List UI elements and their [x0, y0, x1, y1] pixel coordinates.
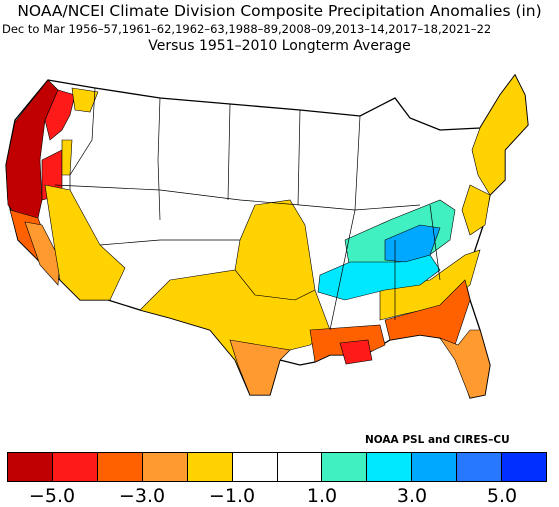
precipitation-anomaly-map: [5, 73, 529, 399]
colorbar-tick-label: 3.0: [396, 485, 428, 507]
region-southeast-interior: [379, 249, 481, 321]
region-appalachians: [384, 224, 441, 263]
region-oregon-east: [61, 139, 73, 176]
colorbar-bin: [52, 453, 98, 481]
region-florida: [439, 329, 491, 399]
colorbar-bin: [412, 453, 458, 481]
colorbar-bin: [187, 453, 233, 481]
colorbar-tick-label: 1.0: [306, 485, 338, 507]
region-great-basin-southwest: [44, 184, 126, 301]
colorbar-tick-label: −3.0: [118, 485, 166, 507]
colorbar-bin: [232, 453, 278, 481]
colorbar-bin: [8, 453, 53, 481]
colorbar: [7, 452, 547, 482]
colorbar-tick-label: −5.0: [28, 485, 76, 507]
colorbar-bin: [457, 453, 503, 481]
map-baseline: Versus 1951–2010 Longterm Average: [148, 38, 411, 54]
region-mid-atlantic: [461, 184, 491, 236]
region-western-washington: [44, 89, 76, 141]
colorbar-bin: [277, 453, 323, 481]
colorbar-bin: [502, 453, 547, 481]
colorbar-bin: [322, 453, 368, 481]
region-northeast: [471, 74, 529, 196]
data-credit: NOAA PSL and CIRES–CU: [365, 434, 510, 446]
colorbar-bin: [97, 453, 143, 481]
colorbar-bin: [367, 453, 413, 481]
map-period: Dec to Mar 1956–57,1961–62,1962–63,1988–…: [2, 22, 492, 36]
colorbar-tick-label: −1.0: [208, 485, 256, 507]
region-texas-gulf-coast: [229, 339, 291, 396]
state-boundaries: [54, 87, 441, 331]
map-title: NOAA/NCEI Climate Division Composite Pre…: [17, 2, 542, 20]
region-gulf-coast-spot: [339, 339, 373, 365]
region-mid-south: [317, 254, 441, 301]
region-montana-west: [71, 87, 99, 113]
colorbar-labels: −5.0 −3.0 −1.0 1.0 3.0 5.0: [7, 485, 547, 507]
colorbar-bin: [142, 453, 188, 481]
colorbar-tick-label: 5.0: [486, 485, 518, 507]
